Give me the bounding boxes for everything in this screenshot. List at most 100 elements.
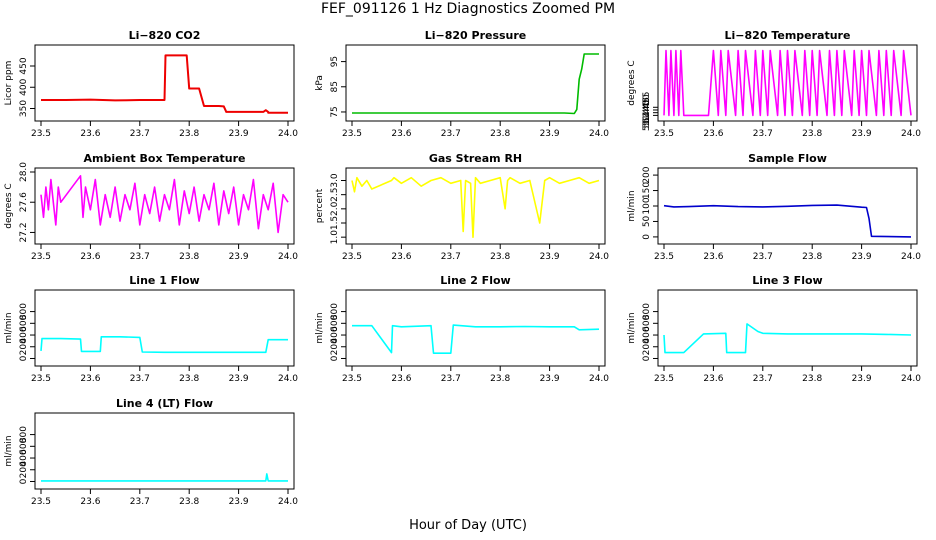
y-axis-label: kPa [315,75,325,91]
y-tick-label: 2.5 [330,188,340,202]
x-tick-label: 23.5 [654,129,674,139]
x-tick-label: 23.6 [391,252,411,262]
chart-sample_flow: Sample Flow ml/min 23.5 23.6 23.7 23.8 23.9 24.… [627,152,921,262]
x-tick-label: 23.8 [802,374,822,384]
x-tick-label: 23.7 [441,129,461,139]
y-axis-label: degrees C [627,60,637,105]
plot-frame [345,167,606,245]
x-tick-label: 23.7 [441,252,461,262]
x-tick-label: 23.6 [703,252,723,262]
x-tick-label: 23.9 [540,252,560,262]
y-axis-label: ml/min [4,435,14,466]
x-tick-label: 23.8 [802,252,822,262]
x-tick-label: 23.7 [753,252,773,262]
x-axis-title: Hour of Day (UTC) [409,518,527,533]
chart-title: Line 1 Flow [129,274,199,287]
chart-title: Li−820 Pressure [425,29,527,42]
y-tick-label: 2.0 [330,201,340,216]
plot-frame [345,289,606,367]
x-tick-label: 23.8 [802,129,822,139]
y-tick-label: 1.5 [330,216,340,230]
y-tick-label: 85 [330,81,340,92]
series-line [41,54,288,114]
x-tick-label: 23.9 [229,129,249,139]
x-tick-label: 23.5 [342,252,362,262]
plot-frame [34,289,295,367]
x-tick-label: 23.6 [703,129,723,139]
y-tick-label: 200 [19,461,29,478]
x-tick-label: 23.6 [703,374,723,384]
x-tick-label: 23.9 [852,129,872,139]
x-tick-label: 23.9 [229,374,249,384]
x-tick-label: 23.8 [179,374,199,384]
series-line [663,49,912,117]
x-tick-label: 23.5 [31,129,51,139]
y-tick-label: 800 [19,426,29,443]
x-tick-label: 24.0 [589,252,609,262]
x-tick-label: 23.5 [654,252,674,262]
x-tick-label: 24.0 [901,374,921,384]
figure-title: FEF_091126 1 Hz Diagnostics Zoomed PM [320,1,616,17]
y-tick-label: 27.2 [19,222,29,242]
series-line [351,176,600,238]
x-tick-label: 23.9 [229,252,249,262]
series-line [663,323,912,354]
y-tick-label: 800 [330,303,340,320]
series-line [40,335,288,354]
y-tick-label: 1.0 [330,230,340,245]
chart-title: Line 3 Flow [752,274,822,287]
x-tick-label: 23.8 [490,129,510,139]
x-tick-label: 23.9 [229,497,249,507]
plot-frame [34,412,295,490]
y-tick-label: 350 [19,100,29,117]
y-axis-label: ml/min [315,312,325,343]
y-axis-label: ml/min [4,312,14,343]
y-axis-label: ml/min [627,190,637,221]
x-tick-label: 23.5 [31,497,51,507]
plot-frame [34,167,295,245]
x-tick-label: 23.8 [490,374,510,384]
x-tick-label: 23.7 [130,374,150,384]
x-tick-label: 23.8 [179,252,199,262]
y-axis-label: ml/min [627,312,637,343]
x-tick-label: 23.9 [540,374,560,384]
x-tick-label: 23.6 [80,374,100,384]
series-line [352,324,600,355]
chart-line2: Line 2 Flow ml/min 23.5 23.6 23.7 23.8 23.9 24.… [315,274,609,384]
y-tick-label: 27.6 [19,192,29,212]
y-tick-label: 400 [642,326,652,343]
y-tick-label: 150 [642,182,652,199]
y-tick-label: 200 [642,166,652,183]
y-tick-label: 3.0 [330,173,340,188]
x-tick-label: 23.9 [852,252,872,262]
y-tick-label: 200 [642,338,652,355]
y-tick-label: 95 [330,56,340,67]
y-tick-label: 800 [19,303,29,320]
y-tick-label: 600 [330,314,340,331]
x-tick-label: 24.0 [278,497,298,507]
chart-temperature: Li−820 Temperature degrees C 23.5 23.6 23.7 2… [627,29,921,139]
x-tick-label: 23.7 [130,129,150,139]
x-tick-label: 23.9 [852,374,872,384]
y-tick-label: 0 [642,234,652,240]
x-tick-label: 23.9 [540,129,560,139]
x-tick-label: 23.8 [490,252,510,262]
x-tick-label: 24.0 [278,129,298,139]
chart-pressure: Li−820 Pressure kPa 23.5 23.6 23.7 23.8 23.9 24… [315,29,609,139]
x-tick-label: 23.6 [80,497,100,507]
y-tick-label: 51.450 [642,94,652,126]
chart-title: Gas Stream RH [429,152,522,165]
y-tick-label: 75 [330,106,340,117]
y-axis-label: percent [315,188,325,223]
y-tick-label: 200 [19,338,29,355]
chart-title: Sample Flow [748,152,827,165]
y-tick-label: 450 [19,57,29,74]
x-tick-label: 23.6 [391,374,411,384]
x-tick-label: 23.5 [31,252,51,262]
series-line [40,175,289,234]
series-line [41,473,288,482]
x-tick-label: 23.6 [80,129,100,139]
x-tick-label: 24.0 [278,374,298,384]
x-tick-label: 23.7 [130,497,150,507]
chart-title: Li−820 Temperature [725,29,851,42]
